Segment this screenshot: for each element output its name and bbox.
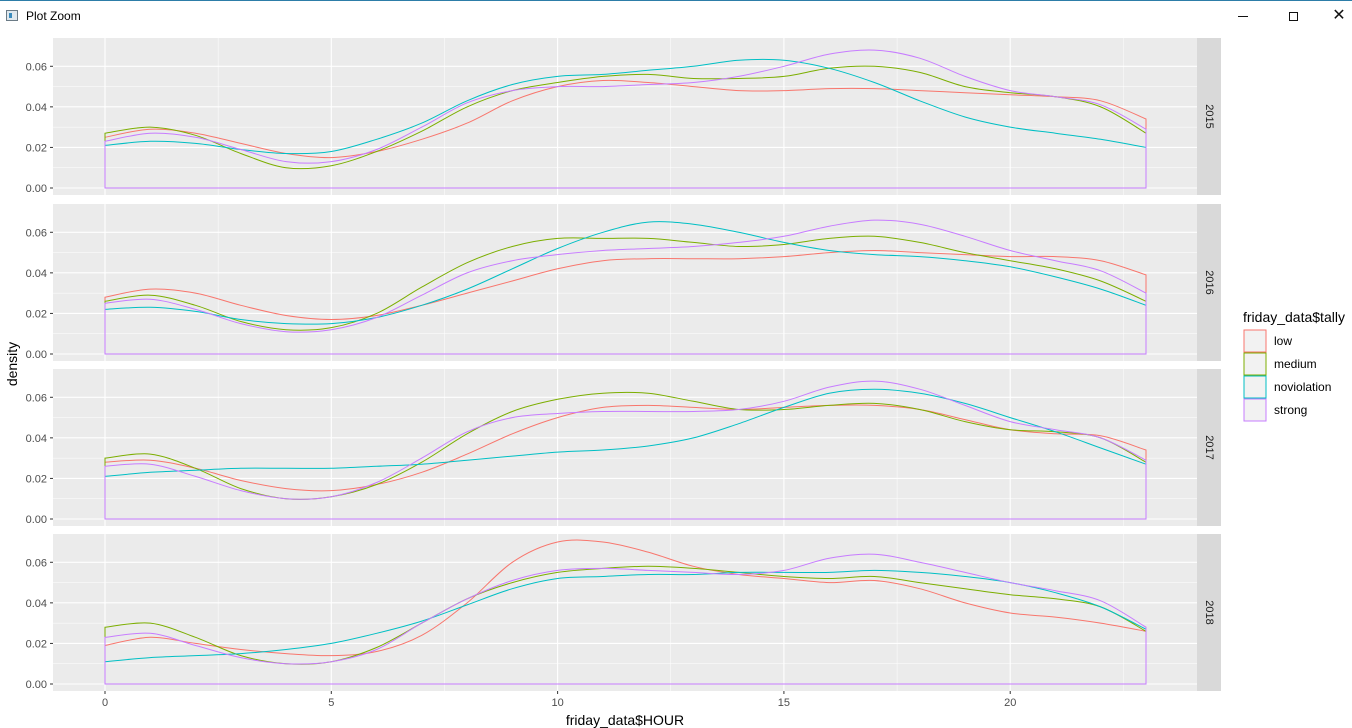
x-tick-label: 20: [1004, 697, 1016, 709]
panel-background: [53, 38, 1197, 195]
y-tick-label: 0.00: [26, 514, 47, 526]
facet-strip-label: 2015: [1203, 104, 1215, 128]
facet-strip: [1197, 369, 1221, 526]
density-line-noviolation: [104, 221, 1147, 355]
y-tick-label: 0.00: [26, 183, 47, 195]
facet-panel-2016: 0.00 0.02 0.04 0.06 2016: [26, 204, 1221, 361]
density-plot: 0.000.020.040.0620150.000.020.040.062016…: [4, 38, 1345, 728]
y-tick-label: 0.04: [26, 433, 47, 445]
density-line-strong: [104, 49, 1147, 189]
legend-title: friday_data$tally: [1243, 309, 1345, 325]
y-tick-label: 0.02: [26, 638, 47, 650]
facet-strip: [1197, 204, 1221, 361]
density-line-medium: [104, 65, 1147, 189]
panel-background: [53, 534, 1197, 691]
legend-label: noviolation: [1274, 380, 1331, 394]
window-titlebar: Plot Zoom ✕: [0, 0, 1352, 30]
window-title: Plot Zoom: [26, 9, 81, 23]
legend-key: [1243, 398, 1267, 422]
x-axis-title: friday_data$HOUR: [566, 712, 684, 728]
x-tick-label: 10: [551, 697, 563, 709]
legend-item-medium: medium: [1243, 352, 1317, 376]
y-tick-label: 0.06: [26, 392, 47, 404]
y-tick-label: 0.02: [26, 142, 47, 154]
x-axis: 0 5 10 15 20: [102, 691, 1016, 709]
y-tick-label: 0.04: [26, 102, 47, 114]
legend: friday_data$tally low medium noviolation st…: [1243, 309, 1345, 422]
facet-strip-label: 2017: [1203, 435, 1215, 459]
x-tick-label: 0: [102, 697, 108, 709]
facet-panel-2018: 0.00 0.02 0.04 0.06 2018: [26, 534, 1221, 691]
facet-panel-2015: 0.00 0.02 0.04 0.06 2015: [26, 38, 1221, 195]
legend-label: strong: [1274, 403, 1307, 417]
minimize-icon: [1238, 15, 1248, 17]
facet-strip: [1197, 534, 1221, 691]
y-tick-label: 0.02: [26, 473, 47, 485]
density-line-strong: [104, 219, 1147, 355]
y-tick-label: 0.02: [26, 308, 47, 320]
legend-label: medium: [1274, 357, 1317, 371]
density-line-strong: [104, 380, 1147, 520]
legend-item-low: low: [1243, 329, 1292, 353]
legend-key: [1243, 375, 1267, 399]
facet-strip: [1197, 38, 1221, 195]
density-line-medium: [104, 235, 1147, 355]
density-line-noviolation: [104, 569, 1147, 685]
y-tick-label: 0.06: [26, 61, 47, 73]
panel-background: [53, 204, 1197, 361]
x-tick-label: 5: [328, 697, 334, 709]
facet-strip-label: 2018: [1203, 600, 1215, 624]
density-line-strong: [104, 553, 1147, 685]
legend-item-noviolation: noviolation: [1243, 375, 1331, 399]
y-tick-label: 0.00: [26, 349, 47, 361]
density-line-low: [104, 79, 1147, 189]
facet-panels: 0.00 0.02 0.04 0.06 2015 0.00 0.02 0.04 0.06 2016…: [26, 38, 1221, 691]
close-icon: ✕: [1332, 7, 1346, 24]
y-tick-label: 0.06: [26, 557, 47, 569]
facet-panel-2017: 0.00 0.02 0.04 0.06 2017: [26, 369, 1221, 526]
density-line-noviolation: [104, 388, 1147, 520]
panel-background: [53, 369, 1197, 526]
y-tick-label: 0.00: [26, 679, 47, 691]
density-line-low: [104, 539, 1147, 685]
minimize-button[interactable]: [1220, 1, 1266, 31]
facet-strip-label: 2016: [1203, 270, 1215, 294]
density-line-low: [104, 404, 1147, 520]
y-tick-label: 0.04: [26, 598, 47, 610]
x-tick-label: 15: [778, 697, 790, 709]
legend-key: [1243, 329, 1267, 353]
y-tick-label: 0.06: [26, 227, 47, 239]
y-tick-label: 0.04: [26, 268, 47, 280]
maximize-button[interactable]: [1270, 1, 1316, 31]
legend-item-strong: strong: [1243, 398, 1307, 422]
plot-window-icon: [6, 10, 18, 21]
legend-key: [1243, 352, 1267, 376]
maximize-icon: [1288, 11, 1298, 21]
density-line-noviolation: [104, 58, 1147, 189]
legend-label: low: [1274, 334, 1292, 348]
y-axis-title: density: [4, 342, 20, 386]
close-button[interactable]: ✕: [1316, 1, 1352, 31]
